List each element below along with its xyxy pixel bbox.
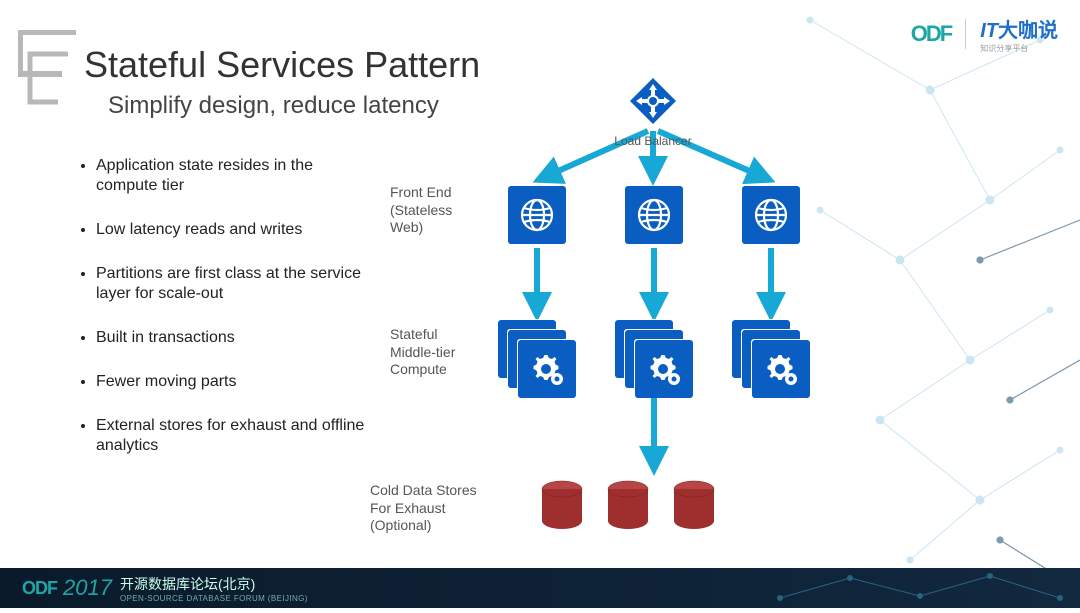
load-balancer-node: Load Balancer [628,76,678,126]
gears-icon [635,340,693,398]
cold-store-cylinder [672,480,716,530]
gears-icon [518,340,576,398]
bullet-item: Built in transactions [96,328,368,348]
logo-it: IT大咖说 知识分享平台 [980,14,1058,54]
logo-odf: ODF [911,21,951,47]
footer-network-icon [760,568,1080,608]
tier-label-middle: Stateful Middle-tier Compute [390,326,455,379]
gears-icon [752,340,810,398]
bullet-item: External stores for exhaust and offline … [96,416,368,456]
globe-icon [625,186,683,244]
cold-store-cylinder [540,480,584,530]
middle-tier-stack [498,320,576,398]
bullet-item: Fewer moving parts [96,372,368,392]
tier-label-cold: Cold Data Stores For Exhaust (Optional) [370,482,477,535]
footer-text: 开源数据库论坛(北京) OPEN-SOURCE DATABASE FORUM (… [120,574,308,603]
frontend-node [508,186,566,244]
cold-store-cylinder [606,480,650,530]
top-logos: ODF IT大咖说 知识分享平台 [911,14,1058,54]
footer-brand: ODF [22,578,57,599]
bullet-item: Partitions are first class at the servic… [96,264,368,304]
bullet-list: Application state resides in the compute… [78,156,368,480]
middle-tier-stack [732,320,810,398]
footer-bar: ODF 2017 开源数据库论坛(北京) OPEN-SOURCE DATABAS… [0,568,1080,608]
corner-decoration [18,30,78,130]
bullet-item: Application state resides in the compute… [96,156,368,196]
footer-year: 2017 [63,575,112,601]
architecture-diagram: Load Balancer Front End (Stateless Web) … [390,76,920,556]
frontend-node [742,186,800,244]
middle-tier-stack [615,320,693,398]
globe-icon [742,186,800,244]
load-balancer-label: Load Balancer [603,134,703,148]
frontend-node [625,186,683,244]
globe-icon [508,186,566,244]
logo-separator [965,19,966,49]
bullet-item: Low latency reads and writes [96,220,368,240]
tier-label-frontend: Front End (Stateless Web) [390,184,452,237]
